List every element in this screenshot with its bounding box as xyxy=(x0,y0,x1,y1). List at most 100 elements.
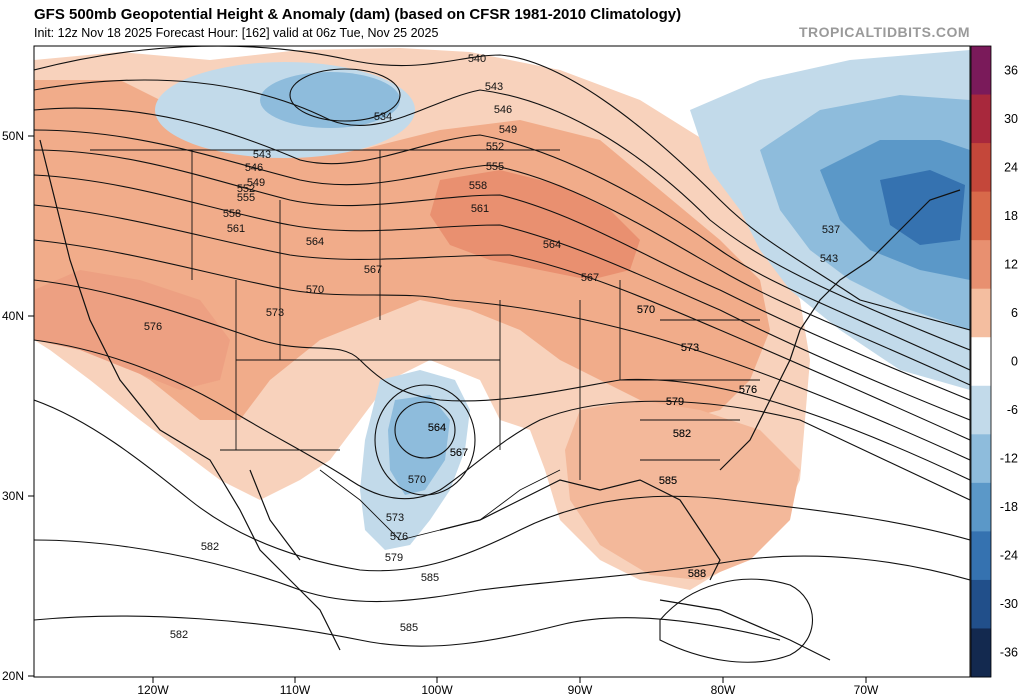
contour-label: 570 xyxy=(408,474,426,486)
contour-label: 585 xyxy=(400,622,418,634)
contour-label: 573 xyxy=(681,342,699,354)
longitude-label: 80W xyxy=(711,683,736,696)
contour-label: 552 xyxy=(486,141,504,153)
contour-label: 546 xyxy=(245,162,263,174)
colorbar-swatch xyxy=(971,579,991,629)
coastlines xyxy=(39,139,961,661)
contour-label: 576 xyxy=(144,321,162,333)
colorbar-label: -36 xyxy=(1000,646,1018,660)
longitude-label: 120W xyxy=(137,683,169,696)
contour-label: 564 xyxy=(306,236,324,248)
longitude-label: 90W xyxy=(568,683,593,696)
contour-label: 543 xyxy=(485,81,503,93)
contour-label: 552 xyxy=(237,183,255,195)
negative-anomaly-southern-plains-core xyxy=(388,395,450,495)
chart-subtitle: Init: 12z Nov 18 2025 Forecast Hour: [16… xyxy=(34,26,439,40)
colorbar-label: 30 xyxy=(1004,112,1018,126)
latitude-label: 50N xyxy=(2,129,24,143)
contour-label: 588 xyxy=(688,568,706,580)
contour-label: 549 xyxy=(499,124,517,136)
contour-label: 576 xyxy=(390,531,408,543)
colorbar-label: -6 xyxy=(1007,403,1018,417)
colorbar-swatch xyxy=(971,46,991,96)
contour-label: 546 xyxy=(494,104,512,116)
colorbar-swatch xyxy=(971,94,991,144)
colorbar-swatch xyxy=(971,434,991,484)
colorbar-swatch xyxy=(971,628,991,678)
contour-label: 540 xyxy=(468,53,486,65)
colorbar-label: -18 xyxy=(1000,500,1018,514)
latitude-label: 20N xyxy=(2,669,24,683)
contour-label: 558 xyxy=(223,208,241,220)
political-borders xyxy=(90,149,760,541)
contour-label: 582 xyxy=(673,428,691,440)
contour-label: 582 xyxy=(170,629,188,641)
chart-title: GFS 500mb Geopotential Height & Anomaly … xyxy=(34,6,682,23)
contour-label: 576 xyxy=(739,384,757,396)
colorbar-swatch xyxy=(971,191,991,241)
contour-label: 579 xyxy=(385,552,403,564)
contour-label: 588 xyxy=(688,568,706,580)
colorbar-label: -30 xyxy=(1000,597,1018,611)
colorbar-swatch xyxy=(971,337,991,387)
colorbar-label: 18 xyxy=(1004,209,1018,223)
contour-label: 570 xyxy=(637,304,655,316)
contour-label: 534 xyxy=(374,111,392,123)
colorbar-swatch xyxy=(971,482,991,532)
colorbar-label: 24 xyxy=(1004,160,1018,174)
contour-label: 576 xyxy=(739,384,757,396)
contour-label: 573 xyxy=(386,512,404,524)
longitude-label: 110W xyxy=(280,683,311,696)
colorbar-label: 6 xyxy=(1011,306,1018,320)
latitude-axis: 20N 30N 40N 50N xyxy=(2,129,34,683)
colorbar-label: 0 xyxy=(1011,355,1018,369)
contour-labels: 5405435465495525555585615645675705735765… xyxy=(144,53,840,641)
colorbar-swatch xyxy=(971,240,991,290)
colorbar-label: 12 xyxy=(1004,257,1018,271)
contour-label: 537 xyxy=(822,224,840,236)
contour-label: 579 xyxy=(666,396,684,408)
colorbar-swatch xyxy=(971,385,991,435)
contour-label: 543 xyxy=(253,149,271,161)
height-contours xyxy=(34,46,970,663)
contour-label: 570 xyxy=(637,304,655,316)
contour-label: 582 xyxy=(201,541,219,553)
contour-label: 567 xyxy=(450,447,468,459)
contour-label: 555 xyxy=(486,161,504,173)
contour-label: 555 xyxy=(237,192,255,204)
colorbar-swatch xyxy=(971,288,991,338)
latitude-label: 30N xyxy=(2,489,24,503)
contour-label: 570 xyxy=(306,284,324,296)
latitude-label: 40N xyxy=(2,309,24,323)
contour-label: 549 xyxy=(247,177,265,189)
contour-label: 561 xyxy=(471,203,489,215)
anomaly-shading xyxy=(34,46,970,663)
watermark: TROPICALTIDBITS.COM xyxy=(798,24,970,40)
contour-label: 585 xyxy=(659,475,677,487)
positive-anomaly-max xyxy=(430,170,640,280)
colorbar-label: -12 xyxy=(1000,452,1018,466)
colorbar-label: -24 xyxy=(1000,549,1018,563)
contour-label: 582 xyxy=(673,428,691,440)
contour-label: 585 xyxy=(421,572,439,584)
contour-label: 564 xyxy=(428,422,446,434)
negative-anomaly-northwest-core xyxy=(260,72,400,128)
longitude-label: 100W xyxy=(421,683,453,696)
contour-label: 564 xyxy=(428,422,446,434)
contour-label: 567 xyxy=(364,264,382,276)
contour-label: 573 xyxy=(681,342,699,354)
colorbar-swatch xyxy=(971,531,991,581)
contour-label: 564 xyxy=(543,239,561,251)
colorbar-swatch xyxy=(971,143,991,193)
contour-label: 573 xyxy=(266,307,284,319)
contour-label: 567 xyxy=(450,447,468,459)
contour-label: 543 xyxy=(820,253,838,265)
longitude-axis: 120W 110W 100W 90W 80W 70W xyxy=(137,677,879,696)
map-frame xyxy=(33,45,971,678)
contour-label: 567 xyxy=(581,272,599,284)
colorbar-frame xyxy=(970,45,992,678)
longitude-label: 70W xyxy=(854,683,879,696)
colorbar: 36 30 24 18 12 6 0 -6 -12 -18 -24 -30 -36 xyxy=(970,45,1018,678)
colorbar-label: 36 xyxy=(1004,63,1018,77)
